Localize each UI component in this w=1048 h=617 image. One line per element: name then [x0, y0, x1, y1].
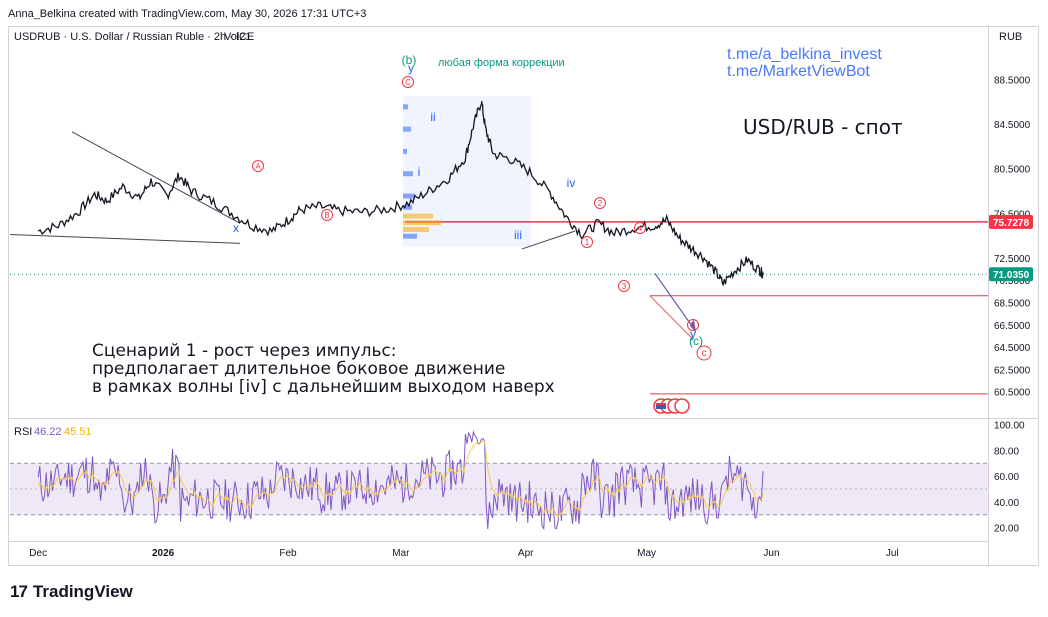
link-telegram-2[interactable]: t.me/MarketViewBot — [727, 63, 870, 80]
trendline-iv — [521, 230, 576, 250]
time-tick-label: Jul — [886, 548, 899, 559]
price-series-line — [37, 101, 765, 287]
wave-label-3: 3 — [622, 282, 627, 291]
volume-legend: Vol21 — [224, 31, 252, 43]
wave-label-circle — [594, 197, 606, 209]
volume-profile-bar — [403, 220, 441, 226]
wave-label-ii: ii — [430, 110, 435, 124]
wave-label-circle — [696, 345, 712, 361]
wave-label-iii: iii — [514, 228, 522, 242]
price-tick-label: 62.5000 — [994, 365, 1031, 376]
price-label-text: 75.7278 — [993, 218, 1030, 229]
price-tick-label: 76.5000 — [994, 209, 1031, 220]
wave-label-circle — [581, 236, 593, 248]
forecast-line — [649, 295, 694, 340]
price-tick-label: 72.5000 — [994, 254, 1031, 265]
wave-label-1: 1 — [585, 238, 590, 247]
economic-events-icon[interactable] — [653, 398, 690, 414]
price-tick-label: 88.5000 — [994, 75, 1031, 86]
volume-profile-bar — [403, 171, 413, 177]
time-tick-label: Dec — [29, 548, 47, 559]
tradingview-logo: 17 TradingView — [10, 582, 133, 602]
volume-profile-bar — [403, 204, 412, 210]
wave-label-circle — [687, 319, 699, 331]
wave-label-y: y — [408, 61, 414, 75]
rsi-ma-legend-value: 45.51 — [64, 426, 92, 438]
forecast-arrow-head — [690, 319, 696, 333]
chart-frame — [8, 26, 1039, 566]
wave-label-iv: iv — [567, 176, 576, 190]
price-tick-label: 80.5000 — [994, 165, 1031, 176]
wave-label-i: i — [418, 165, 421, 179]
time-tick-label: Mar — [392, 548, 410, 559]
rsi-legend-name: RSI — [14, 426, 32, 438]
rsi-tick-label: 80.00 — [994, 446, 1019, 457]
wave-label-x: x — [233, 221, 239, 235]
volume-profile-bar — [403, 126, 411, 132]
volume-profile-bar — [403, 227, 429, 232]
price-label-text: 71.0350 — [993, 270, 1030, 281]
volume-profile-bar — [403, 104, 408, 110]
wave-label-(b): (b) — [402, 53, 417, 67]
volume-profile-bar — [403, 213, 433, 219]
symbol-legend: USDRUB · U.S. Dollar / Russian Ruble · 2… — [14, 31, 254, 43]
wave-label-4: 4 — [638, 224, 643, 233]
price-tick-label: 64.5000 — [994, 343, 1031, 354]
rsi-legend-value: 46.22 — [34, 426, 62, 438]
scenario-line-1: Сценарий 1 - рост через импульс: — [92, 341, 397, 361]
link-telegram-1[interactable]: t.me/a_belkina_invest — [727, 46, 882, 63]
wave-label-2: 2 — [598, 199, 603, 208]
rsi-tick-label: 20.00 — [994, 524, 1019, 535]
chart-title-annotation: USD/RUB - спот — [743, 115, 903, 139]
price-tick-label: 68.5000 — [994, 298, 1031, 309]
scenario-line-3: в рамках волны [iv] с дальнейшим выходом… — [92, 377, 555, 397]
tradingview-logo-text: TradingView — [32, 582, 133, 601]
tradingview-logo-icon: 17 — [10, 582, 28, 601]
rsi-tick-label: 60.00 — [994, 472, 1019, 483]
rsi-ma-line — [37, 441, 764, 518]
price-tick-label: 84.5000 — [994, 120, 1031, 131]
rsi-tick-label: 100.00 — [994, 421, 1025, 432]
rsi-tick-label: 40.00 — [994, 498, 1019, 509]
currency-label: RUB — [999, 31, 1022, 43]
time-tick-label: May — [637, 548, 656, 559]
wave-label-circle — [402, 76, 414, 88]
wave-label-C: C — [405, 78, 411, 87]
price-tick-label: 66.5000 — [994, 321, 1031, 332]
price-label-box — [989, 267, 1033, 282]
volume-profile-bar — [403, 233, 417, 239]
forecast-arrow — [654, 273, 696, 331]
price-tick-label: 70.5000 — [994, 276, 1031, 287]
wave-label-c: c — [702, 348, 707, 359]
wave-label-y: y — [690, 327, 696, 341]
volume-profile-bar — [403, 148, 407, 154]
wave-label-circle — [618, 280, 630, 292]
chart-header: Anna_Belkina created with TradingView.co… — [8, 8, 367, 20]
scenario-line-2: предполагает длительное боковое движение — [92, 359, 505, 379]
trendline-lower — [9, 233, 241, 244]
time-tick-label: Feb — [279, 548, 297, 559]
wave-label-circle — [634, 222, 646, 234]
wave-label-circle — [252, 160, 264, 172]
volume-profile-bar — [403, 193, 415, 199]
wave-label-A: A — [255, 162, 261, 171]
time-tick-label: 2026 — [152, 548, 175, 559]
wave-label-circle — [321, 209, 333, 221]
correction-note-line1: любая форма коррекции — [438, 57, 565, 69]
time-tick-label: Jun — [763, 548, 779, 559]
wave-label-5: 5 — [691, 321, 696, 330]
price-tick-label: 60.5000 — [994, 388, 1031, 399]
trendline-upper — [71, 131, 241, 224]
price-label-box — [989, 214, 1033, 229]
correction-note: любая форма коррекции — [438, 57, 565, 69]
wave-label-(c): (c) — [689, 334, 703, 348]
time-tick-label: Apr — [518, 548, 534, 559]
wave-label-B: B — [324, 211, 329, 220]
